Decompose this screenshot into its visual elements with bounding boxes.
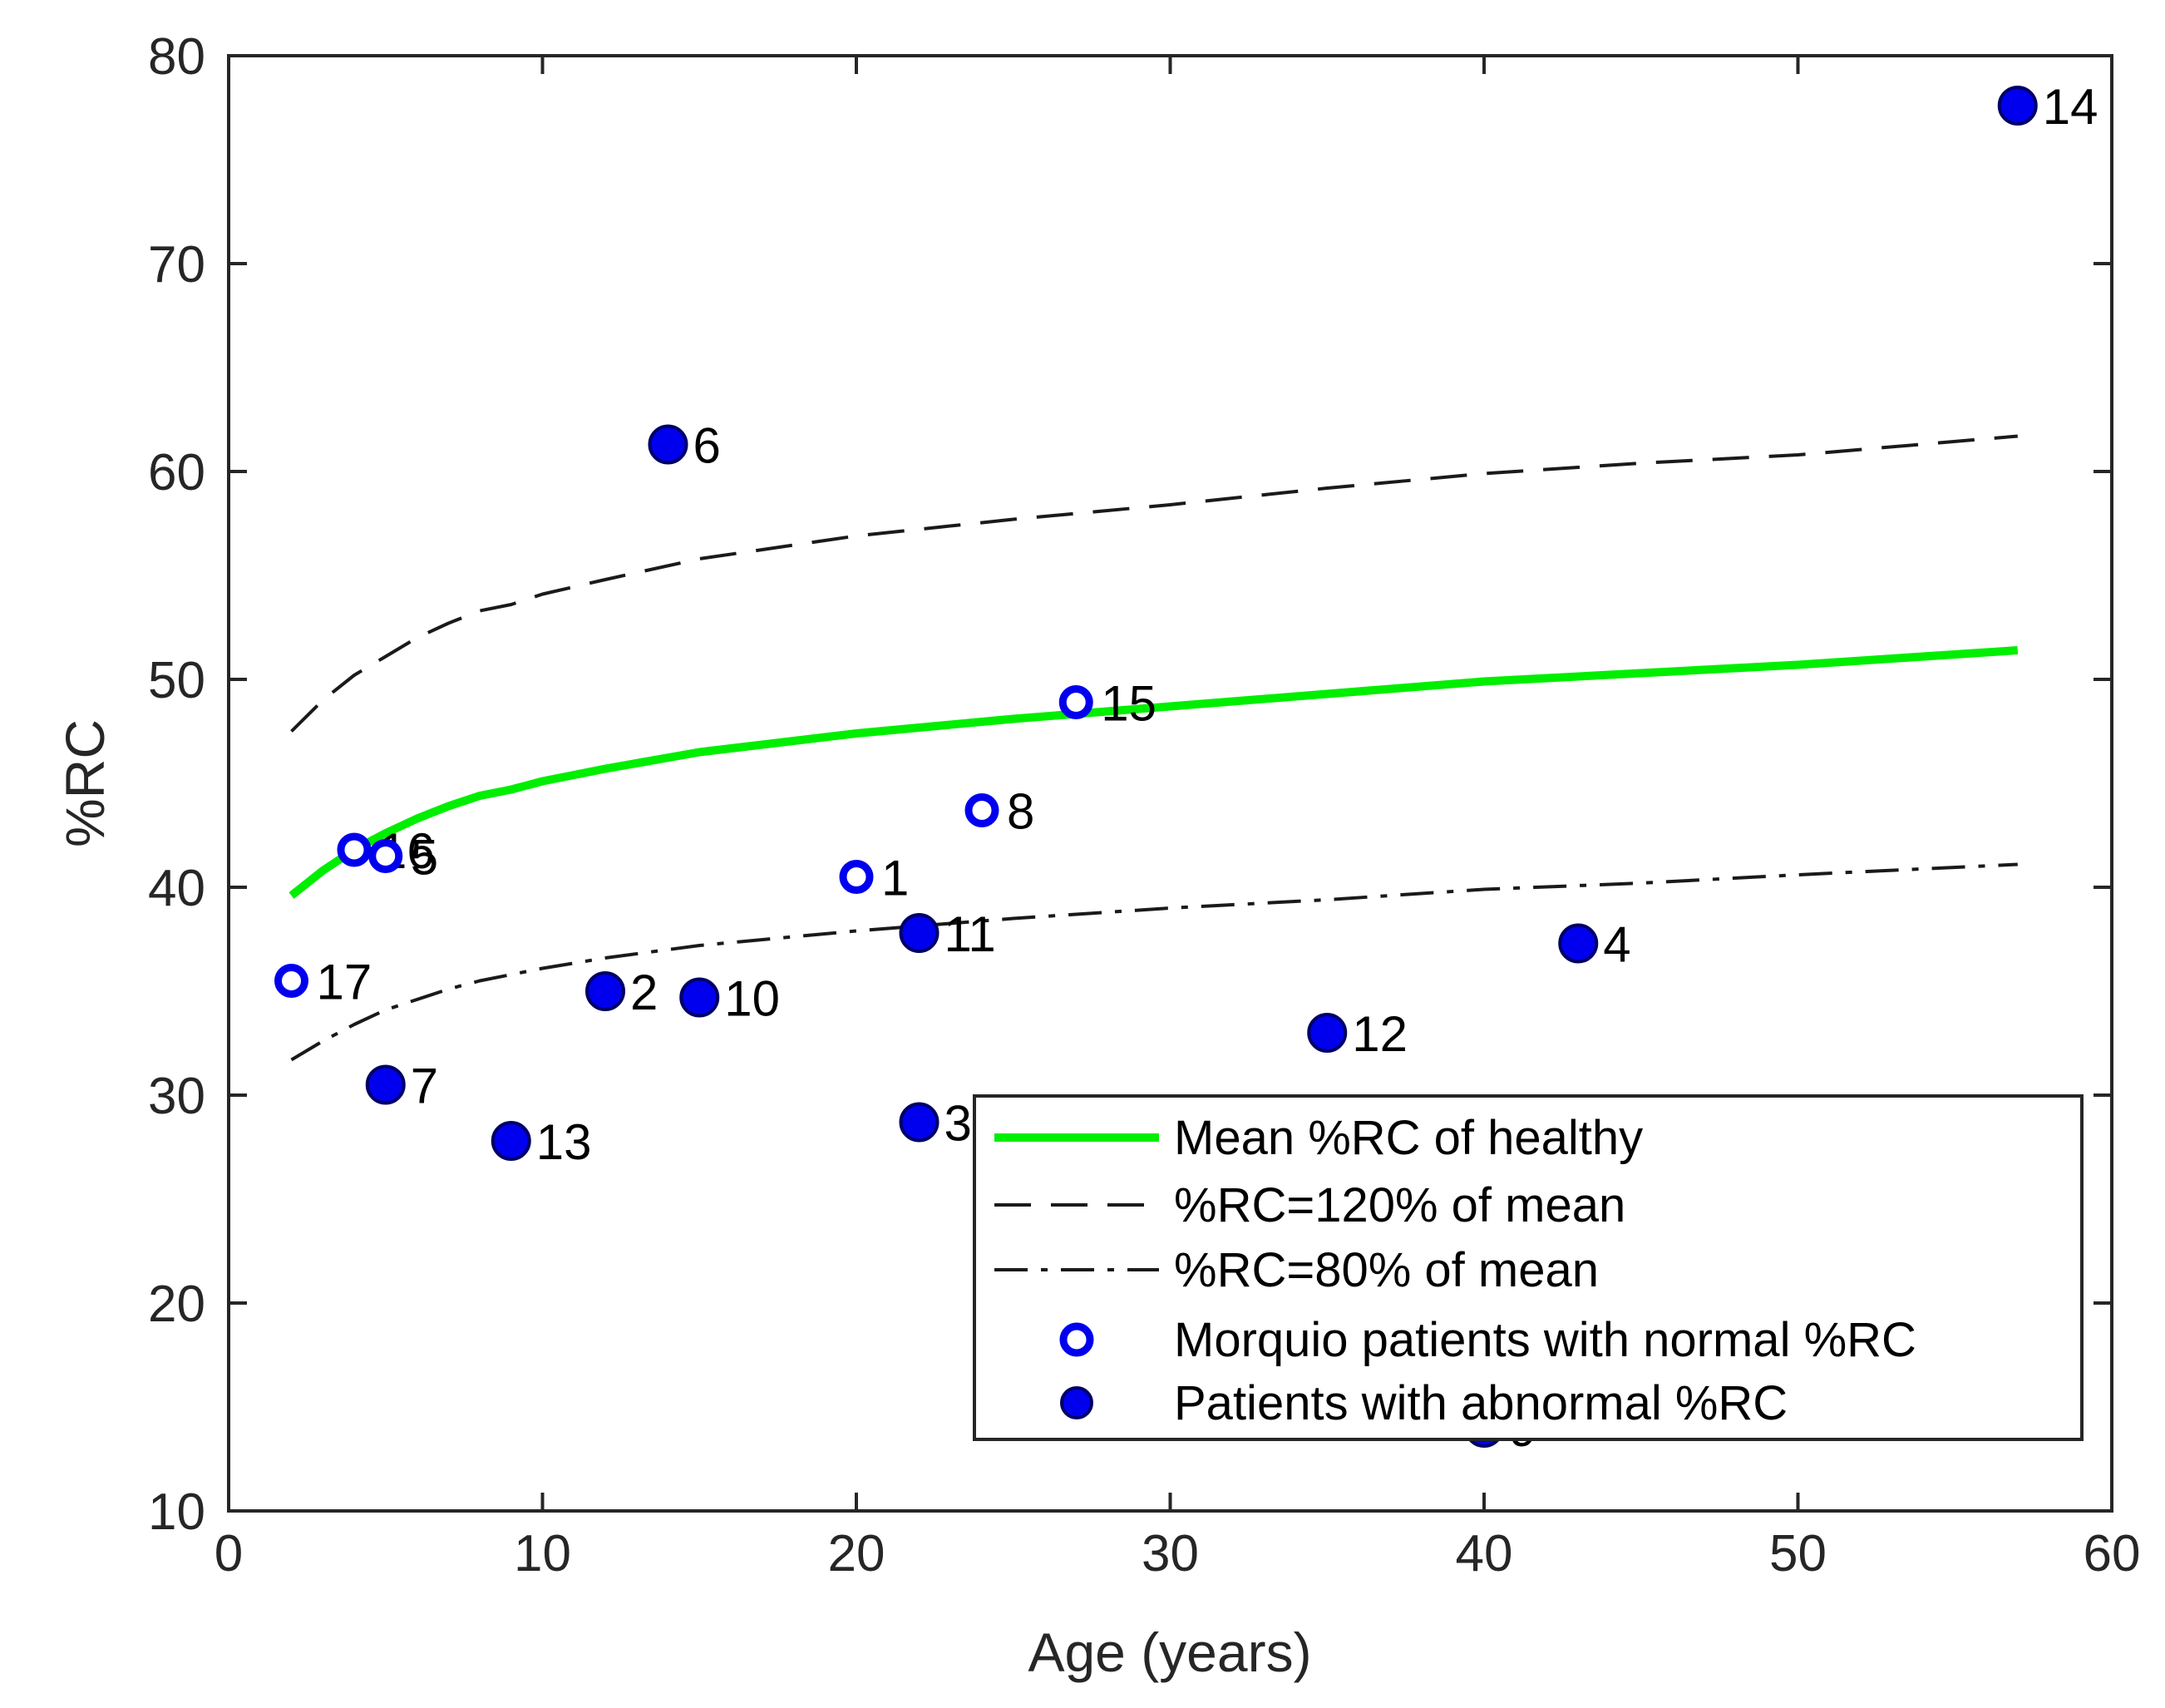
normal-patient-marker [274, 964, 308, 998]
point-label: 15 [1101, 676, 1156, 732]
mean-curve [289, 646, 2019, 899]
y-tick-label: 70 [148, 236, 205, 294]
legend-label: %RC=120% of mean [1174, 1178, 1625, 1232]
x-tick-label: 60 [2084, 1525, 2141, 1582]
normal-patient-marker [1058, 685, 1093, 719]
y-tick-label: 30 [148, 1068, 205, 1125]
point-label: 2 [630, 965, 658, 1020]
legend: Mean %RC of healthy %RC=120% of mean %RC=8… [973, 1094, 2084, 1441]
x-tick-label: 20 [828, 1525, 885, 1582]
x-tick-label: 40 [1456, 1525, 1513, 1582]
point-label: 13 [536, 1114, 592, 1170]
legend-filled-circle-symbol [1060, 1386, 1093, 1419]
abnormal-patient-marker [648, 424, 688, 465]
y-tick-label: 60 [148, 444, 205, 501]
y-tick-label: 10 [148, 1483, 205, 1541]
legend-label: Patients with abnormal %RC [1174, 1376, 1788, 1430]
legend-label: %RC=80% of mean [1174, 1243, 1599, 1297]
y-tick-label: 50 [148, 652, 205, 709]
legend-box [973, 1094, 2084, 1441]
data-points: 1716518156141142101271339 [274, 79, 2098, 1457]
abnormal-patient-marker [899, 913, 939, 953]
abnormal-patient-marker [491, 1121, 531, 1161]
lower-bound-curve [290, 862, 2018, 1062]
y-tick-label: 80 [148, 28, 205, 86]
normal-patient-marker [964, 793, 999, 827]
point-label: 7 [411, 1059, 438, 1114]
x-axis-title: Age (years) [1028, 1622, 1311, 1683]
y-axis-title: %RC [54, 719, 116, 847]
abnormal-patient-marker [1997, 86, 2038, 126]
point-label: 17 [317, 955, 372, 1010]
point-label: 11 [944, 906, 996, 962]
x-tick-label: 30 [1142, 1525, 1199, 1582]
abnormal-patient-marker [1558, 923, 1599, 964]
point-label: 12 [1352, 1006, 1408, 1062]
x-tick-label: 10 [514, 1525, 571, 1582]
normal-patient-marker [368, 839, 403, 873]
y-tick-label: 20 [148, 1276, 205, 1333]
abnormal-patient-marker [1307, 1013, 1348, 1053]
abnormal-patient-marker [365, 1064, 406, 1105]
upper-bound-curve [290, 434, 2018, 733]
abnormal-patient-marker [899, 1102, 939, 1143]
normal-patient-marker [337, 832, 372, 867]
point-label: 6 [693, 418, 721, 474]
x-tick-label: 50 [1769, 1525, 1827, 1582]
legend-open-circle-symbol [1059, 1322, 1094, 1357]
y-tick-label: 40 [148, 860, 205, 917]
point-label: 8 [1007, 784, 1034, 840]
abnormal-patient-marker [679, 977, 720, 1018]
point-label: 10 [724, 971, 780, 1027]
legend-label: Morquio patients with normal %RC [1174, 1313, 1916, 1367]
point-label: 5 [411, 830, 438, 886]
abnormal-patient-marker [585, 971, 625, 1011]
reference-curves [289, 434, 2019, 1062]
x-tick-label: 0 [215, 1525, 243, 1582]
legend-label: Mean %RC of healthy [1174, 1111, 1643, 1165]
point-label: 3 [944, 1096, 972, 1152]
point-label: 4 [1603, 917, 1630, 973]
point-label: 14 [2043, 79, 2098, 135]
point-label: 1 [881, 851, 909, 906]
normal-patient-marker [839, 860, 874, 894]
